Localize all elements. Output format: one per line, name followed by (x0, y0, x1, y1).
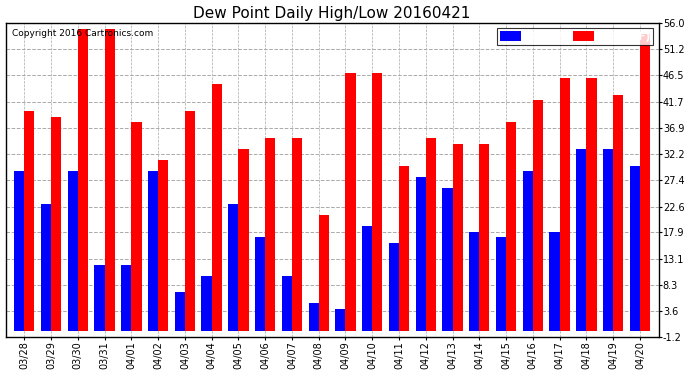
Bar (603, 150, 613, 331)
Bar (105, 28, 115, 331)
Bar (121, 265, 131, 331)
Bar (228, 204, 239, 331)
Bar (308, 303, 319, 331)
Bar (576, 150, 586, 331)
Bar (496, 237, 506, 331)
Bar (255, 237, 265, 331)
Bar (640, 34, 650, 331)
Bar (506, 122, 516, 331)
Bar (426, 138, 436, 331)
Bar (389, 243, 399, 331)
Bar (282, 276, 292, 331)
Bar (549, 232, 560, 331)
Bar (630, 166, 640, 331)
Bar (453, 144, 463, 331)
Bar (148, 171, 158, 331)
Bar (95, 265, 105, 331)
Bar (212, 84, 221, 331)
Bar (51, 117, 61, 331)
Legend: Low  (°F), High  (°F): Low (°F), High (°F) (497, 28, 653, 45)
Bar (158, 160, 168, 331)
Bar (78, 28, 88, 331)
Bar (560, 78, 570, 331)
Bar (523, 171, 533, 331)
Bar (533, 100, 543, 331)
Bar (265, 138, 275, 331)
Bar (14, 171, 24, 331)
Bar (415, 177, 426, 331)
Title: Dew Point Daily High/Low 20160421: Dew Point Daily High/Low 20160421 (193, 6, 471, 21)
Bar (399, 166, 409, 331)
Bar (335, 309, 346, 331)
Bar (372, 73, 382, 331)
Bar (346, 73, 355, 331)
Bar (239, 150, 248, 331)
Bar (469, 232, 480, 331)
Bar (201, 276, 212, 331)
Bar (41, 204, 51, 331)
Bar (442, 188, 453, 331)
Bar (24, 111, 34, 331)
Bar (131, 122, 141, 331)
Bar (480, 144, 489, 331)
Bar (586, 78, 597, 331)
Bar (68, 171, 78, 331)
Text: Copyright 2016 Cartronics.com: Copyright 2016 Cartronics.com (12, 29, 153, 38)
Bar (185, 111, 195, 331)
Bar (292, 138, 302, 331)
Bar (613, 94, 623, 331)
Bar (319, 215, 329, 331)
Bar (362, 226, 372, 331)
Bar (175, 292, 185, 331)
